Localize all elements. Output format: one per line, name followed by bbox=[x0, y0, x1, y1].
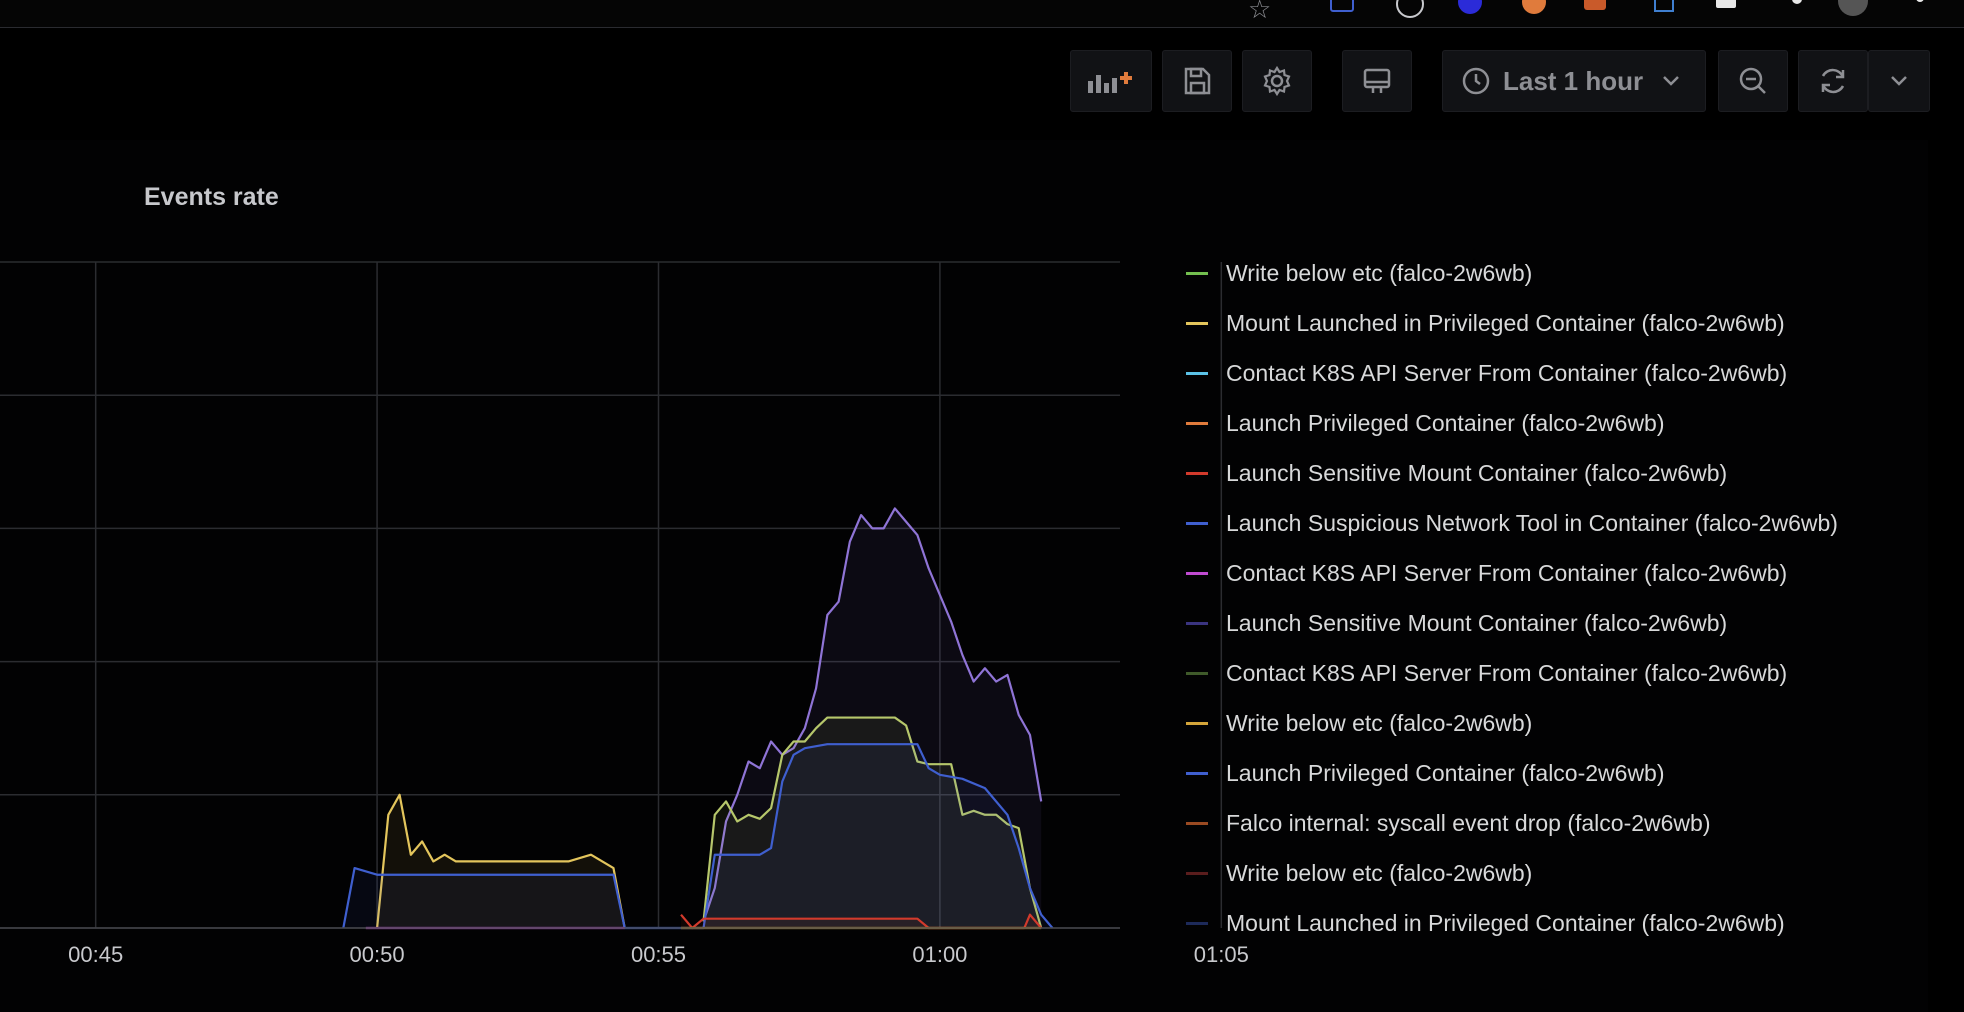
legend-item[interactable]: Write below etc (falco-2w6wb) bbox=[1150, 848, 1930, 898]
time-range-label: Last 1 hour bbox=[1503, 65, 1644, 96]
dashboard-settings-button[interactable] bbox=[1242, 50, 1312, 112]
legend-item[interactable]: Contact K8S API Server From Container (f… bbox=[1150, 548, 1930, 598]
time-range-picker[interactable]: Last 1 hour bbox=[1442, 50, 1706, 112]
legend-item[interactable]: Launch Sensitive Mount Container (falco-… bbox=[1150, 598, 1930, 648]
legend-label: Launch Sensitive Mount Container (falco-… bbox=[1226, 609, 1728, 636]
legend-swatch bbox=[1186, 421, 1208, 425]
chevron-down-icon bbox=[1663, 76, 1680, 86]
legend-label: Write below etc (falco-2w6wb) bbox=[1226, 259, 1533, 286]
x-tick-label: 01:05 bbox=[1194, 942, 1249, 967]
x-tick-label: 01:00 bbox=[912, 942, 967, 967]
menu-icon[interactable] bbox=[1916, 0, 1924, 2]
legend-label: Launch Privileged Container (falco-2w6wb… bbox=[1226, 759, 1665, 786]
legend-swatch bbox=[1186, 921, 1208, 925]
legend-label: Write below etc (falco-2w6wb) bbox=[1226, 859, 1533, 886]
legend-swatch bbox=[1186, 721, 1208, 725]
legend-swatch bbox=[1186, 521, 1208, 525]
x-tick-label: 00:45 bbox=[68, 942, 123, 967]
legend-label: Contact K8S API Server From Container (f… bbox=[1226, 359, 1788, 386]
legend-item[interactable]: Falco internal: syscall event drop (falc… bbox=[1150, 798, 1930, 848]
add-panel-icon bbox=[1088, 72, 1132, 93]
legend-item[interactable]: Contact K8S API Server From Container (f… bbox=[1150, 348, 1930, 398]
gear-icon bbox=[1263, 65, 1291, 97]
extension-icon[interactable] bbox=[1458, 0, 1482, 14]
legend-swatch bbox=[1186, 771, 1208, 775]
zoom-out-button[interactable] bbox=[1718, 50, 1788, 112]
profile-avatar[interactable] bbox=[1838, 0, 1868, 16]
legend-swatch bbox=[1186, 671, 1208, 675]
legend-label: Contact K8S API Server From Container (f… bbox=[1226, 659, 1788, 686]
extension-icon[interactable] bbox=[1330, 0, 1354, 12]
extension-icon[interactable] bbox=[1792, 0, 1802, 4]
legend-item[interactable]: Launch Sensitive Mount Container (falco-… bbox=[1150, 448, 1930, 498]
legend-label: Write below etc (falco-2w6wb) bbox=[1226, 709, 1533, 736]
x-tick-label: 00:55 bbox=[631, 942, 686, 967]
legend-swatch bbox=[1186, 621, 1208, 625]
legend-swatch bbox=[1186, 571, 1208, 575]
extension-icon[interactable] bbox=[1584, 0, 1606, 10]
add-panel-button[interactable] bbox=[1070, 50, 1152, 112]
graph-panel bbox=[0, 140, 1928, 1012]
legend-swatch bbox=[1186, 271, 1208, 275]
legend-item[interactable]: Launch Privileged Container (falco-2w6wb… bbox=[1150, 398, 1930, 448]
series-area bbox=[681, 914, 1042, 928]
legend-label: Falco internal: syscall event drop (falc… bbox=[1226, 809, 1711, 836]
legend-swatch bbox=[1186, 321, 1208, 325]
legend-item[interactable]: Launch Privileged Container (falco-2w6wb… bbox=[1150, 748, 1930, 798]
refresh-button[interactable] bbox=[1798, 50, 1868, 112]
legend-item[interactable]: Mount Launched in Privileged Container (… bbox=[1150, 898, 1930, 948]
tv-mode-button[interactable] bbox=[1342, 50, 1412, 112]
extension-icon[interactable] bbox=[1522, 0, 1546, 14]
series-line bbox=[342, 743, 1054, 930]
legend-label: Mount Launched in Privileged Container (… bbox=[1226, 309, 1785, 336]
legend-swatch bbox=[1186, 371, 1208, 375]
zoom-out-icon bbox=[1739, 67, 1766, 94]
legend-swatch bbox=[1186, 821, 1208, 825]
refresh-interval-dropdown[interactable] bbox=[1868, 50, 1930, 112]
chart-legend: Write below etc (falco-2w6wb) Mount Launc… bbox=[1150, 248, 1930, 973]
series-area bbox=[343, 744, 1053, 928]
legend-label: Contact K8S API Server From Container (f… bbox=[1226, 559, 1788, 586]
panel-title[interactable]: Events rate bbox=[144, 183, 279, 211]
save-dashboard-button[interactable] bbox=[1162, 50, 1232, 112]
legend-item[interactable]: Contact K8S API Server From Container (f… bbox=[1150, 648, 1930, 698]
series-line bbox=[702, 507, 1043, 922]
extension-icon[interactable] bbox=[1716, 0, 1736, 8]
legend-item[interactable]: Write below etc (falco-2w6wb) bbox=[1150, 248, 1930, 298]
legend-label: Mount Launched in Privileged Container (… bbox=[1226, 909, 1785, 936]
legend-item[interactable]: Mount Launched in Privileged Container (… bbox=[1150, 298, 1930, 348]
chevron-down-icon bbox=[1891, 76, 1907, 86]
extension-icon[interactable] bbox=[1654, 0, 1674, 12]
bookmark-star-icon[interactable]: ☆ bbox=[1248, 0, 1272, 24]
browser-toolbar-strip: ☆ bbox=[0, 0, 1964, 28]
legend-item[interactable]: Launch Suspicious Network Tool in Contai… bbox=[1150, 498, 1930, 548]
legend-swatch bbox=[1186, 471, 1208, 475]
x-tick-label: 00:50 bbox=[350, 942, 405, 967]
legend-label: Launch Privileged Container (falco-2w6wb… bbox=[1226, 409, 1665, 436]
tv-mode-icon bbox=[1363, 68, 1391, 93]
extension-icon[interactable] bbox=[1396, 0, 1424, 18]
series-line bbox=[680, 913, 1043, 930]
refresh-icon bbox=[1821, 68, 1845, 94]
legend-swatch bbox=[1186, 871, 1208, 875]
clock-icon bbox=[1462, 67, 1490, 95]
save-icon bbox=[1184, 67, 1211, 95]
series-line bbox=[702, 716, 1043, 929]
legend-item[interactable]: Write below etc (falco-2w6wb) bbox=[1150, 698, 1930, 748]
series-line bbox=[375, 793, 626, 929]
legend-label: Launch Suspicious Network Tool in Contai… bbox=[1226, 509, 1838, 536]
legend-label: Launch Sensitive Mount Container (falco-… bbox=[1226, 459, 1728, 486]
